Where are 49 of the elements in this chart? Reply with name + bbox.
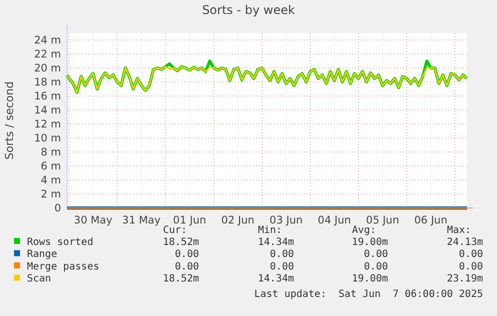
x-tick-label: 03 Jun [270, 214, 303, 227]
chart-title: Sorts - by week [202, 3, 295, 17]
y-axis-title: Sorts / second [3, 81, 16, 160]
x-tick-label: 31 May [122, 214, 161, 227]
legend-label: Merge passes [27, 261, 100, 272]
x-tick-label: 05 Jun [366, 214, 400, 227]
text: 18.52m [162, 237, 199, 248]
y-tick-label: 24 m [34, 34, 61, 47]
legend-label: Rows sorted [27, 237, 94, 248]
x-tick-label: 04 Jun [318, 214, 351, 227]
text: 0.00 [364, 261, 388, 272]
x-tick-label: 01 Jun [173, 214, 206, 227]
y-tick-label: 10 m [34, 132, 61, 145]
x-tick-label: 06 Jun [414, 214, 448, 227]
x-tick-label: 02 Jun [221, 214, 254, 227]
y-tick-label: 4 m [40, 174, 61, 187]
y-tick-label: 6 m [40, 160, 61, 173]
y-tick-label: 18 m [34, 76, 61, 89]
line-series [66, 66, 468, 94]
text: 0.00 [270, 261, 294, 272]
text: 0.00 [364, 249, 388, 260]
text: 19.00m [352, 274, 388, 285]
text: 0.00 [174, 261, 199, 272]
y-tick-label: 8 m [40, 146, 61, 159]
text: Avg: [352, 225, 376, 236]
text: 18.52m [162, 274, 199, 285]
y-tick-label: 0 [54, 202, 61, 215]
text: 19.00m [352, 237, 388, 248]
text: 14.34m [258, 274, 294, 285]
x-tick-label: 30 May [74, 214, 112, 227]
text: 0.00 [174, 249, 199, 260]
text: Min: [258, 225, 282, 236]
text: Cur: [163, 225, 188, 236]
y-tick-label: 12 m [34, 118, 61, 131]
text: Last update: Sat Jun 7 06:00:00 2025 [254, 289, 483, 300]
legend-label: Scan [27, 274, 52, 285]
legend-label: Range [27, 249, 58, 260]
text: Max: [447, 225, 472, 236]
text: 0.00 [458, 249, 483, 260]
y-tick-label: 16 m [34, 90, 61, 103]
text: 0.00 [270, 249, 294, 260]
y-tick-label: 14 m [34, 104, 61, 117]
y-tick-label: 22 m [34, 48, 61, 61]
y-tick-label: 2 m [40, 188, 61, 201]
y-tick-label: 20 m [34, 62, 61, 75]
text: 24.13m [446, 237, 483, 248]
text: 14.34m [258, 237, 294, 248]
text: 0.00 [458, 261, 483, 272]
text: 23.19m [446, 274, 483, 285]
